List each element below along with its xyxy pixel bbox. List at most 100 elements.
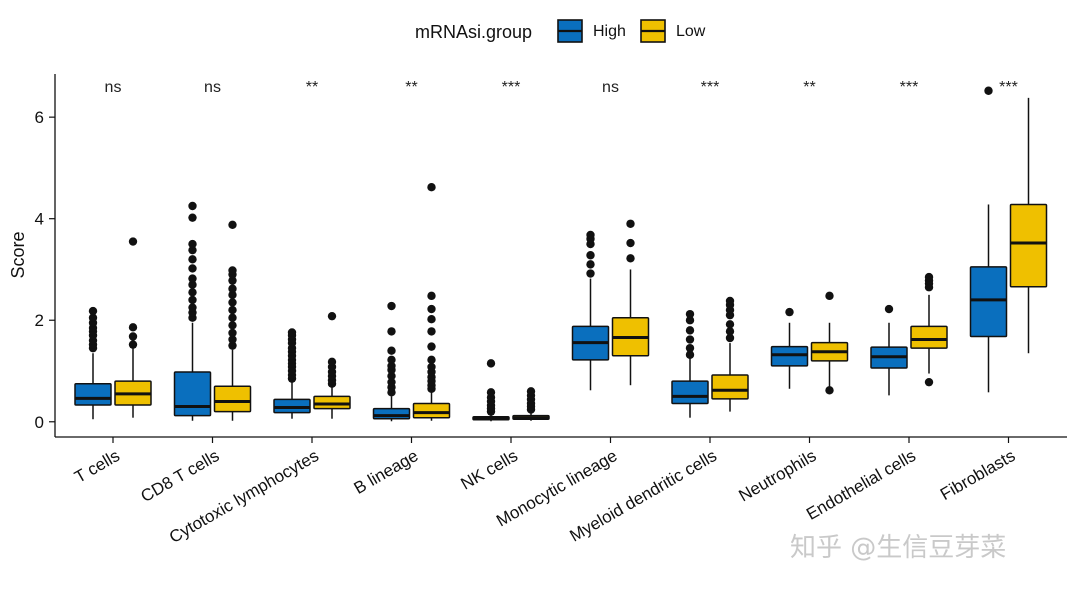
outlier-point: [427, 355, 436, 365]
outlier-point: [825, 386, 834, 395]
box-body: [910, 325, 948, 349]
outlier-point: [228, 341, 237, 350]
significance-label: ***: [502, 79, 521, 96]
outlier-point: [128, 323, 138, 332]
significance-label: ns: [602, 79, 619, 96]
outlier-point: [685, 350, 695, 359]
outlier-point: [526, 387, 536, 396]
y-tick-label: 0: [35, 413, 44, 432]
y-ticks: 0 2 4 6: [35, 108, 55, 432]
outlier-point: [387, 355, 396, 365]
box-high-7: [770, 307, 809, 389]
box-high-8: [870, 304, 908, 396]
outlier-point: [427, 315, 436, 324]
outlier-point: [128, 237, 138, 246]
outlier-point: [427, 183, 436, 192]
box-low-1: [213, 220, 252, 421]
outlier-point: [128, 332, 138, 341]
outlier-point: [725, 320, 735, 329]
x-tick-label: CD8 T cells: [137, 446, 222, 506]
box-body: [969, 266, 1008, 338]
outlier-point: [427, 291, 436, 301]
y-tick-label: 6: [35, 108, 44, 127]
outlier-point: [626, 219, 635, 228]
outlier-point: [387, 371, 396, 381]
box-body: [173, 371, 212, 417]
significance-labels: ns ns ** ** *** ns *** ** *** ***: [105, 79, 1018, 96]
outlier-point: [128, 340, 138, 349]
outlier-point: [228, 305, 237, 315]
box-high-6: [671, 309, 709, 418]
outlier-point: [725, 333, 735, 343]
outlier-point: [884, 304, 894, 314]
box-body: [74, 382, 112, 406]
outlier-point: [486, 388, 496, 397]
legend-entry-high: High: [557, 19, 626, 43]
y-tick-label: 4: [35, 210, 44, 229]
outlier-point: [825, 291, 834, 301]
outlier-point: [228, 266, 237, 275]
outlier-point: [427, 342, 436, 351]
significance-label: ns: [105, 79, 122, 96]
x-tick-label: T cells: [71, 446, 123, 487]
box-body: [313, 395, 351, 410]
significance-label: ***: [701, 79, 720, 96]
y-tick-label: 2: [35, 311, 44, 330]
outlier-point: [924, 272, 934, 282]
x-tick-label: Endothelial cells: [803, 446, 919, 524]
outlier-point: [387, 346, 396, 355]
x-tick-label: NK cells: [457, 446, 521, 494]
box-low-5: [611, 219, 650, 386]
box-body: [213, 385, 252, 413]
x-tick-label: Fibroblasts: [937, 446, 1019, 504]
box-body: [770, 345, 809, 367]
boxes: [74, 86, 1048, 422]
legend-entry-low: Low: [640, 19, 706, 43]
outlier-point: [188, 303, 197, 312]
outlier-point: [626, 238, 635, 248]
outlier-point: [188, 295, 197, 305]
box-low-6: [711, 296, 749, 412]
box-high-3: [372, 301, 411, 422]
legend-label-high: High: [593, 23, 626, 40]
outlier-point: [586, 251, 595, 260]
significance-label: **: [306, 79, 318, 96]
significance-label: **: [405, 79, 417, 96]
box-high-2: [273, 328, 311, 419]
x-tick-label: B lineage: [351, 446, 422, 498]
outlier-point: [188, 245, 197, 255]
outlier-point: [88, 306, 98, 316]
outlier-point: [685, 335, 695, 344]
box-low-8: [910, 272, 948, 387]
x-tick-label: Neutrophils: [736, 446, 820, 505]
outlier-point: [427, 327, 436, 336]
box-low-3: [412, 183, 451, 421]
box-body: [711, 374, 749, 400]
outlier-point: [188, 201, 197, 211]
outlier-point: [287, 328, 297, 337]
outlier-point: [984, 86, 993, 95]
box-low-2: [313, 311, 351, 419]
box-body: [412, 402, 451, 419]
outlier-point: [188, 288, 197, 297]
outlier-point: [685, 309, 695, 319]
outlier-point: [685, 343, 695, 353]
significance-label: ***: [900, 79, 919, 96]
outlier-point: [586, 230, 595, 240]
outlier-point: [228, 321, 237, 330]
outlier-point: [228, 276, 237, 285]
outlier-point: [387, 377, 396, 387]
box-high-4: [472, 359, 510, 422]
outlier-point: [228, 313, 237, 322]
box-high-5: [571, 230, 610, 391]
box-high-1: [173, 201, 212, 421]
outlier-point: [188, 274, 197, 283]
outlier-point: [188, 255, 197, 264]
box-low-7: [810, 291, 849, 395]
outlier-point: [188, 264, 197, 273]
outlier-point: [188, 239, 197, 249]
outlier-point: [188, 213, 197, 222]
outlier-point: [586, 269, 595, 278]
